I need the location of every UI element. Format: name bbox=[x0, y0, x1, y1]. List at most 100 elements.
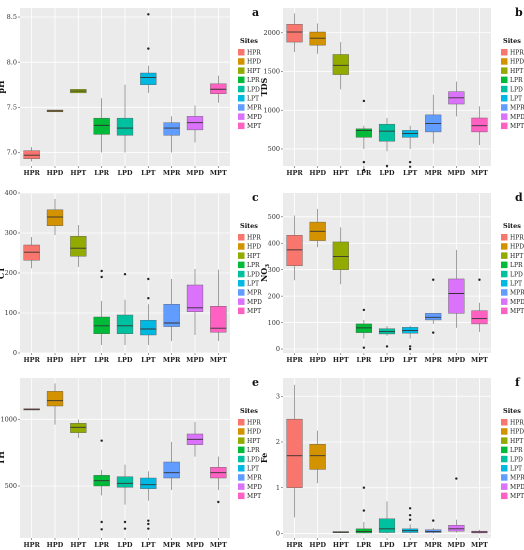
y-tick-label: 500 bbox=[5, 482, 17, 490]
box-lpd bbox=[378, 117, 396, 168]
y-axis-label: Fe bbox=[259, 453, 269, 463]
legend: Sites HPR HPD HPT LPR LPD LPT MPR MPD MPT bbox=[501, 407, 524, 500]
x-tick-label: LPR bbox=[94, 169, 109, 177]
x-tick-label: HPD bbox=[309, 541, 326, 549]
panel-letter: b bbox=[515, 6, 523, 19]
box-iqr bbox=[355, 128, 372, 138]
outlier-point bbox=[408, 513, 412, 517]
legend-item-label: HPT bbox=[247, 438, 260, 445]
legend-swatch bbox=[501, 428, 508, 435]
outlier-point bbox=[217, 500, 220, 504]
box-iqr bbox=[70, 423, 87, 433]
box-hpr bbox=[286, 384, 303, 518]
legend-swatch bbox=[238, 298, 245, 305]
x-tick-label: HPT bbox=[70, 169, 86, 177]
x-tick-label: MPD bbox=[186, 541, 204, 549]
x-tick-label: LPT bbox=[403, 541, 417, 549]
legend-item-label: HPR bbox=[510, 235, 524, 242]
box-lpr bbox=[93, 439, 110, 531]
x-tick-label: MPT bbox=[210, 169, 227, 177]
box-iqr bbox=[210, 306, 227, 333]
legend-swatch bbox=[238, 483, 245, 490]
x-tick-label: LPT bbox=[141, 169, 155, 177]
x-tick-label: HPT bbox=[333, 169, 349, 177]
outlier-point bbox=[432, 278, 435, 281]
panel-a: 7.0 7.5 8.0 8.5 HPR HPD HPT LPR LPD LPT MPR MPD MPT p… bbox=[0, 6, 262, 177]
legend-item-label: MPR bbox=[510, 475, 524, 482]
panel-letter: a bbox=[252, 6, 259, 19]
box-iqr bbox=[186, 116, 204, 131]
box-mpt bbox=[471, 529, 488, 534]
legend-swatch bbox=[238, 49, 245, 56]
x-tick-label: MPD bbox=[186, 169, 204, 177]
box-mpr bbox=[163, 442, 180, 490]
legend-swatch bbox=[238, 76, 245, 84]
x-tick-label: LPR bbox=[356, 169, 371, 177]
outlier-point bbox=[362, 486, 366, 489]
box-mpd bbox=[448, 477, 465, 533]
x-tick-label: HPD bbox=[47, 541, 64, 549]
box-mpd bbox=[186, 105, 204, 143]
legend-swatch bbox=[501, 298, 508, 305]
x-tick-label: LPR bbox=[94, 541, 109, 549]
box-hpt bbox=[332, 42, 349, 90]
outlier-point bbox=[362, 160, 366, 164]
legend-swatch bbox=[501, 483, 508, 490]
legend-item-label: MPT bbox=[247, 308, 261, 315]
box-iqr bbox=[93, 117, 110, 135]
outlier-point bbox=[478, 278, 481, 281]
box-mpt bbox=[471, 278, 488, 332]
legend-title: Sites bbox=[240, 222, 258, 230]
box-mpr bbox=[163, 279, 180, 341]
box-hpd bbox=[309, 208, 326, 248]
x-tick-label: MPR bbox=[424, 169, 442, 177]
legend-item-label: HPR bbox=[510, 50, 524, 57]
y-axis-label: TH bbox=[0, 451, 6, 465]
legend-item-label: LPT bbox=[247, 96, 259, 103]
box-lpt bbox=[140, 13, 157, 93]
legend-item-label: LPT bbox=[247, 281, 259, 288]
box-iqr bbox=[378, 123, 396, 142]
outlier-point bbox=[147, 297, 150, 300]
legend-swatch bbox=[238, 455, 245, 463]
legend-swatch bbox=[238, 465, 245, 472]
box-mpd bbox=[448, 81, 465, 117]
legend-swatch bbox=[238, 289, 245, 296]
box-mpr bbox=[425, 278, 442, 334]
legend-swatch bbox=[238, 85, 245, 93]
box-lpd bbox=[378, 501, 396, 534]
legend-swatch bbox=[238, 492, 245, 500]
box-hpd bbox=[309, 23, 326, 54]
legend-swatch bbox=[501, 95, 508, 102]
x-tick-label: MPD bbox=[447, 356, 465, 364]
legend-item-label: HPT bbox=[247, 253, 260, 260]
legend-item-label: LPR bbox=[247, 262, 260, 269]
outlier-point bbox=[362, 99, 366, 103]
y-tick-label: 400 bbox=[268, 239, 280, 247]
y-tick-label: 200 bbox=[268, 292, 280, 300]
x-tick-label: LPT bbox=[141, 541, 155, 549]
legend-title: Sites bbox=[503, 37, 521, 45]
box-lpr bbox=[355, 486, 372, 534]
box-iqr bbox=[46, 391, 64, 407]
outlier-point bbox=[362, 308, 366, 312]
outlier-point bbox=[123, 527, 127, 530]
legend-item-label: LPR bbox=[247, 77, 260, 84]
legend-swatch bbox=[238, 234, 245, 241]
legend-item-label: LPR bbox=[510, 447, 523, 454]
legend: Sites HPR HPD HPT LPR LPD LPT MPR MPD MPT bbox=[238, 407, 262, 500]
legend-item-label: HPD bbox=[247, 244, 261, 251]
legend-swatch bbox=[501, 270, 508, 278]
x-tick-label: LPD bbox=[117, 356, 132, 364]
outlier-point bbox=[147, 277, 150, 281]
panel-d: 0 100 200 300 400 500 HPR HPD HPT LPR LPD LPT MPR MPD… bbox=[259, 191, 524, 364]
x-tick-label: HPR bbox=[286, 541, 303, 549]
legend-swatch bbox=[501, 465, 508, 472]
box-hpd bbox=[46, 199, 64, 235]
legend-title: Sites bbox=[240, 37, 258, 45]
y-tick-label: 400 bbox=[5, 189, 17, 197]
legend-swatch bbox=[501, 474, 508, 481]
y-tick-label: 100 bbox=[5, 309, 17, 317]
outlier-point bbox=[123, 520, 127, 524]
